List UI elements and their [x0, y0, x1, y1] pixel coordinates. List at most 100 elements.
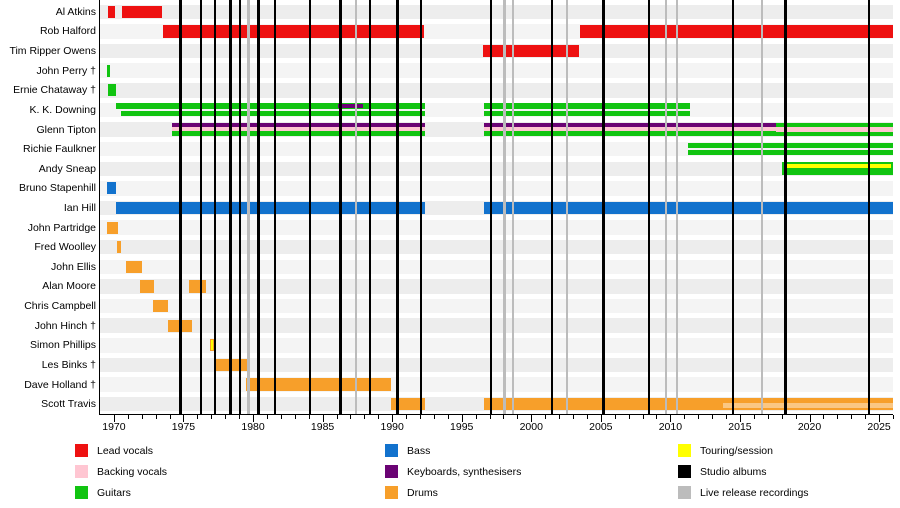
axis-tick-major — [600, 415, 602, 422]
axis-tick-minor — [433, 415, 435, 419]
axis-tick-major — [809, 415, 811, 422]
axis-tick-major — [322, 415, 324, 422]
member-bar-lead-vocals — [107, 5, 116, 18]
legend-swatch-live-releases-icon — [678, 486, 691, 499]
row-label-chris-campbell: Chris Campbell — [24, 300, 96, 313]
row-band — [100, 63, 893, 78]
studio-album-line — [239, 0, 242, 415]
axis-tick-minor — [628, 415, 630, 419]
axis-tick-major — [739, 415, 741, 422]
axis-tick-minor — [350, 415, 352, 419]
row-label-bruno-stapenhill: Bruno Stapenhill — [18, 182, 96, 195]
member-bar-drums — [483, 398, 893, 411]
axis-tick-minor — [364, 415, 366, 419]
row-label-ian-hill: Ian Hill — [63, 202, 96, 214]
legend-swatch-keyboards-icon — [385, 465, 398, 478]
studio-album-line — [368, 0, 371, 415]
row-band — [100, 377, 893, 392]
live-release-line — [511, 0, 515, 415]
axis-tick-label-2000: 2000 — [519, 421, 543, 433]
axis-tick-label-2020: 2020 — [797, 421, 822, 433]
row-band — [100, 220, 893, 235]
studio-album-line — [273, 0, 277, 415]
legend-label: Live release recordings — [700, 486, 809, 499]
axis-tick-minor — [378, 415, 380, 419]
axis-tick-minor — [893, 415, 894, 419]
legend-item: Guitars — [75, 482, 167, 503]
axis-tick-minor — [781, 415, 783, 419]
member-bar-drums — [106, 221, 119, 234]
legend-swatch-lead-vocals-icon — [75, 444, 88, 457]
axis-tick-minor — [294, 415, 296, 419]
legend-item: Touring/session — [678, 440, 809, 461]
member-bar-drums — [116, 241, 121, 254]
row-label-fred-woolley: Fred Woolley — [34, 241, 96, 254]
axis-tick-major — [670, 415, 672, 422]
member-bar-bass — [115, 201, 425, 215]
row-label-scott-travis: Scott Travis — [41, 398, 96, 411]
legend-swatch-guitars-icon — [75, 486, 88, 499]
row-label-al-atkins: Al Atkins — [55, 5, 96, 18]
row-label-column: Al Atkins Rob Halford Tim Ripper Owens John… — [0, 0, 100, 415]
x-axis-line — [100, 414, 893, 415]
member-bar-guitars — [781, 169, 893, 176]
row-label-john-perry: John Perry † — [36, 64, 96, 77]
axis-tick-label-1985: 1985 — [310, 421, 335, 433]
studio-album-line — [648, 0, 651, 415]
legend-item: Lead vocals — [75, 440, 167, 461]
studio-album-line — [214, 0, 217, 415]
legend-label: Drums — [407, 486, 438, 499]
row-band — [100, 298, 893, 314]
member-bar-keyboards — [172, 123, 425, 129]
axis-tick-minor — [475, 415, 477, 419]
axis-tick-major — [879, 415, 881, 422]
member-bar-touring-session-drums-inner — [723, 403, 893, 409]
member-bar-lead-vocals — [162, 25, 425, 38]
row-band — [100, 4, 893, 20]
member-bar-bass — [483, 201, 893, 215]
axis-tick-label-1995: 1995 — [450, 421, 474, 433]
legend-label: Lead vocals — [97, 444, 154, 457]
row-label-les-binks: Les Binks † — [41, 358, 96, 371]
live-release-line — [664, 0, 668, 415]
legend-item: Keyboards, synthesisers — [385, 461, 521, 482]
member-bar-keyboards — [336, 103, 365, 109]
row-label-john-partridge: John Partridge — [27, 221, 96, 234]
axis-tick-label-1970: 1970 — [102, 421, 126, 433]
y-axis-line — [99, 0, 101, 415]
axis-tick-minor — [837, 415, 839, 419]
row-band — [100, 239, 893, 255]
live-release-line — [247, 0, 250, 415]
axis-tick-minor — [795, 415, 797, 419]
axis-tick-minor — [767, 415, 769, 419]
member-bar-guitars — [688, 150, 893, 156]
axis-tick-minor — [698, 415, 700, 419]
legend-column-2: Bass Keyboards, synthesisers Drums — [385, 440, 521, 503]
legend-swatch-bass-icon — [385, 444, 398, 457]
row-band — [100, 357, 893, 373]
live-release-line — [354, 0, 357, 415]
axis-tick-label-1980: 1980 — [241, 421, 265, 433]
live-release-line — [675, 0, 679, 415]
studio-album-line — [396, 0, 399, 415]
studio-album-line — [489, 0, 492, 415]
axis-tick-minor — [239, 415, 241, 419]
member-bar-touring-session-guitar — [781, 162, 893, 170]
row-band — [100, 83, 893, 98]
axis-tick-label-2005: 2005 — [589, 421, 613, 433]
row-label-richie-faulkner: Richie Faulkner — [23, 143, 96, 156]
row-label-alan-moore: Alan Moore — [42, 280, 96, 293]
legend-label: Bass — [407, 444, 431, 457]
studio-album-line — [419, 0, 423, 415]
member-bar-drums — [126, 260, 142, 273]
row-label-john-hinch: John Hinch † — [34, 319, 96, 332]
member-bar-drums — [390, 398, 425, 411]
member-bar-backing-vocals — [483, 126, 777, 132]
legend-item: Backing vocals — [75, 461, 167, 482]
studio-album-line — [867, 0, 871, 415]
member-bar-keyboards — [483, 123, 777, 129]
legend-swatch-drums-icon — [385, 486, 398, 499]
row-band — [100, 161, 893, 177]
band-member-timeline: Al Atkins Rob Halford Tim Ripper Owens John… — [0, 0, 894, 433]
